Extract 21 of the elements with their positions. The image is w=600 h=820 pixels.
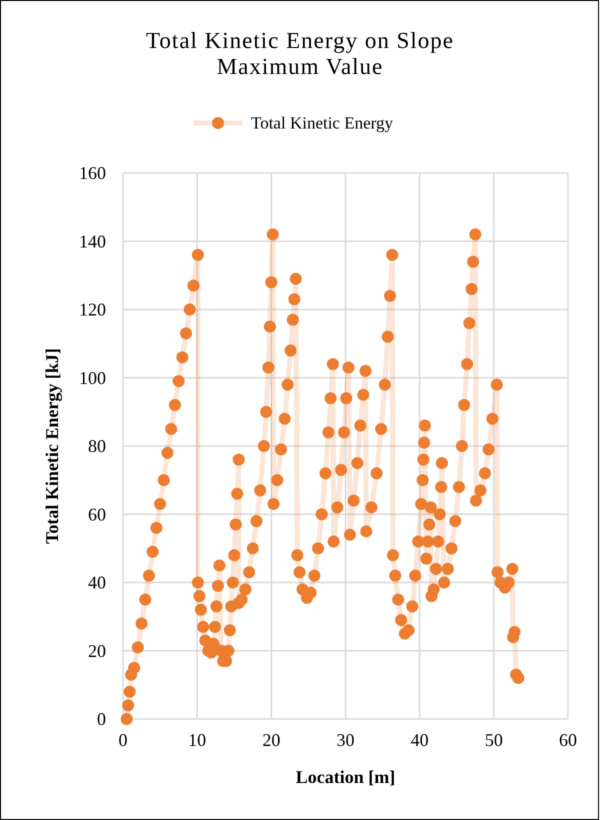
x-tick-label: 10 [188, 730, 206, 750]
x-tick-label: 40 [410, 730, 429, 750]
x-tick-label: 0 [118, 730, 128, 750]
y-tick-label: 100 [79, 368, 106, 388]
y-axis-title: Total Kinetic Energy [kJ] [42, 348, 62, 544]
y-tick-label: 120 [79, 300, 106, 320]
y-tick-label: 140 [79, 231, 106, 252]
y-tick-label: 80 [88, 436, 106, 456]
x-tick-label: 60 [559, 730, 577, 750]
y-tick-label: 60 [88, 504, 106, 524]
x-tick-label: 20 [262, 730, 280, 750]
x-tick-label: 30 [336, 730, 354, 750]
x-axis-title: Location [m] [296, 767, 396, 787]
y-tick-label: 20 [88, 640, 106, 661]
y-tick-label: 0 [97, 709, 106, 729]
y-tick-label: 40 [88, 572, 106, 592]
chart-subtitle: Maximum Value [216, 54, 384, 79]
legend-label: Total Kinetic Energy [251, 114, 394, 132]
chart-title: Total Kinetic Energy on Slope [146, 28, 454, 53]
y-tick-label: 160 [79, 163, 106, 183]
x-tick-label: 50 [484, 730, 503, 750]
